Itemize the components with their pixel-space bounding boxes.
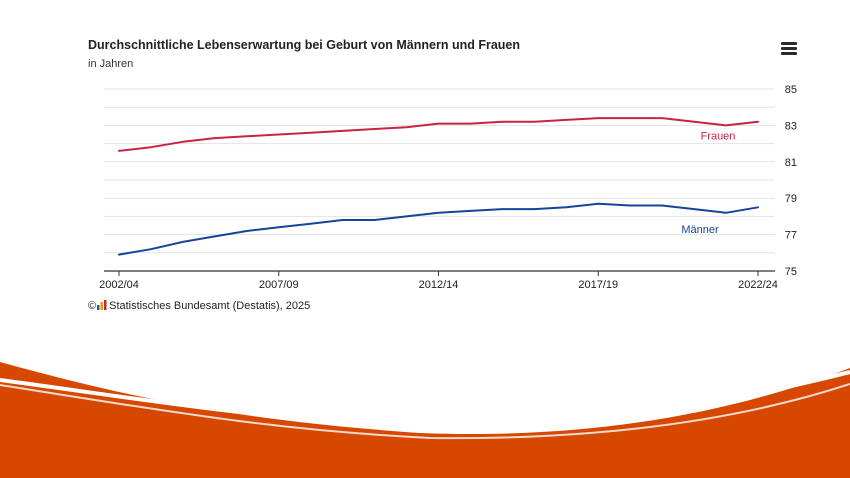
series-line-frauen xyxy=(118,117,759,152)
x-tick-label: 2007/09 xyxy=(259,279,299,291)
y-tick-label: 83 xyxy=(785,120,797,132)
x-tick-label: 2012/14 xyxy=(419,279,459,291)
source-text: Statistisches Bundesamt (Destatis), 2025 xyxy=(109,300,311,312)
chart-subtitle: in Jahren xyxy=(88,58,134,70)
series-line-maenner xyxy=(118,202,759,256)
y-tick-label: 85 xyxy=(785,84,797,96)
y-tick-label: 77 xyxy=(785,230,797,242)
x-tick-label: 2002/04 xyxy=(99,279,139,291)
y-tick-label: 81 xyxy=(785,157,797,169)
line-chart: 75 77 79 81 83 85 Frauen Männer 2002/04 2007/09 2… xyxy=(99,84,797,291)
x-tick-label: 2017/19 xyxy=(578,279,618,291)
chart-title: Durchschnittliche Lebenserwartung bei Ge… xyxy=(88,38,520,52)
y-tick-label: 79 xyxy=(785,193,797,205)
destatis-logo-icon xyxy=(97,300,107,310)
hamburger-menu-icon[interactable] xyxy=(781,42,797,58)
y-tick-label: 75 xyxy=(785,266,797,278)
series-label-maenner: Männer xyxy=(681,224,719,236)
x-tick-label: 2022/24 xyxy=(738,279,778,291)
series-label-frauen: Frauen xyxy=(701,130,736,142)
copyright-symbol: © xyxy=(88,300,97,312)
source-note: © Statistisches Bundesamt (Destatis), 202… xyxy=(88,300,310,312)
